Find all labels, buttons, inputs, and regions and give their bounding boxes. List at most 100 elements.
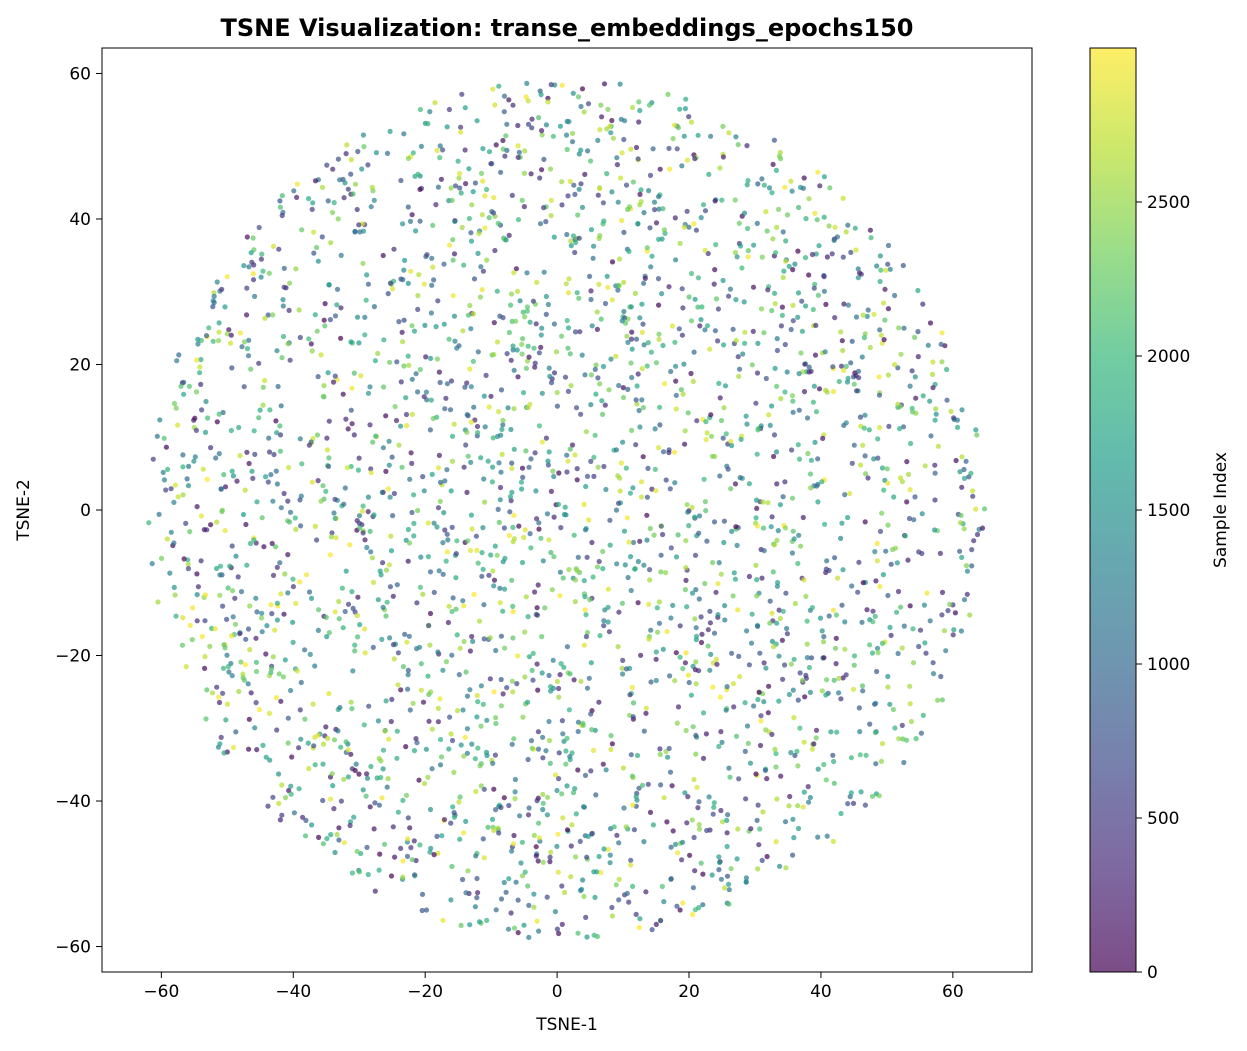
scatter-point (630, 539, 637, 546)
scatter-point (935, 697, 941, 703)
scatter-point (963, 458, 969, 464)
scatter-point (666, 449, 672, 456)
scatter-point (609, 117, 615, 124)
scatter-point (362, 314, 368, 320)
scatter-point (469, 741, 475, 747)
scatter-point (543, 122, 550, 128)
scatter-point (250, 277, 257, 283)
scatter-point (296, 745, 302, 751)
scatter-point (901, 325, 907, 331)
scatter-point (642, 275, 648, 281)
scatter-point (616, 609, 622, 615)
scatter-point (858, 271, 864, 277)
scatter-point (540, 755, 546, 761)
scatter-point (319, 184, 326, 190)
scatter-point (415, 389, 421, 395)
scatter-point (529, 745, 535, 751)
scatter-point (545, 458, 551, 464)
scatter-point (449, 863, 455, 870)
scatter-point (777, 863, 783, 869)
scatter-point (250, 271, 256, 277)
scatter-point (588, 711, 594, 717)
scatter-point (652, 207, 658, 213)
scatter-point (478, 264, 484, 270)
scatter-point (154, 433, 160, 439)
scatter-point (529, 116, 535, 122)
scatter-point (496, 83, 502, 89)
scatter-point (427, 109, 433, 115)
scatter-point (479, 287, 485, 293)
scatter-point (383, 613, 389, 619)
scatter-point (718, 417, 725, 424)
scatter-point (717, 859, 723, 866)
scatter-point (774, 383, 780, 389)
scatter-point (788, 750, 794, 756)
scatter-point (536, 520, 542, 526)
scatter-point (276, 800, 282, 807)
scatter-point (766, 185, 773, 191)
scatter-point (322, 323, 328, 329)
scatter-point (399, 329, 405, 335)
scatter-point (669, 323, 676, 329)
scatter-point (448, 731, 454, 737)
scatter-point (909, 409, 916, 415)
scatter-point (714, 661, 720, 667)
scatter-point (900, 262, 906, 269)
scatter-point (867, 642, 873, 648)
scatter-point (539, 634, 545, 640)
scatter-point (851, 662, 857, 668)
scatter-point (296, 307, 302, 313)
scatter-point (364, 775, 371, 781)
scatter-point (306, 196, 312, 202)
scatter-point (548, 549, 554, 556)
scatter-point (737, 674, 743, 680)
scatter-point (932, 417, 938, 423)
scatter-point (698, 614, 704, 620)
scatter-point (303, 572, 310, 578)
scatter-point (685, 672, 692, 678)
scatter-point (233, 729, 239, 735)
scatter-point (451, 814, 457, 820)
scatter-point (490, 464, 496, 470)
scatter-point (318, 352, 324, 358)
scatter-point (173, 613, 179, 619)
scatter-point (495, 433, 501, 439)
scatter-point (461, 638, 467, 645)
scatter-point (716, 867, 722, 873)
scatter-point (421, 394, 427, 400)
scatter-point (409, 460, 415, 466)
scatter-point (763, 665, 769, 671)
scatter-point (880, 572, 887, 578)
scatter-point (932, 497, 938, 503)
scatter-point (474, 423, 481, 430)
y-tick-label: −20 (55, 647, 91, 667)
scatter-point (588, 372, 595, 378)
scatter-point (732, 197, 738, 203)
scatter-point (601, 623, 607, 629)
scatter-point (907, 383, 913, 389)
scatter-point (970, 493, 976, 499)
scatter-point (559, 202, 565, 208)
scatter-point (653, 649, 659, 655)
scatter-point (772, 365, 778, 371)
scatter-point (704, 323, 711, 329)
scatter-point (359, 508, 365, 514)
scatter-point (314, 537, 320, 543)
scatter-point (684, 604, 690, 610)
scatter-point (532, 589, 538, 595)
scatter-point (469, 526, 475, 532)
scatter-point (772, 301, 778, 307)
scatter-point (771, 432, 778, 438)
scatter-point (764, 776, 770, 782)
scatter-point (820, 639, 827, 645)
scatter-point (602, 300, 609, 307)
scatter-point (851, 653, 858, 659)
scatter-point (316, 834, 322, 841)
scatter-point (375, 350, 381, 356)
scatter-point (537, 175, 543, 181)
scatter-point (655, 276, 662, 282)
scatter-point (753, 400, 759, 406)
scatter-point (338, 744, 344, 750)
scatter-point (525, 699, 531, 705)
scatter-point (744, 628, 750, 634)
